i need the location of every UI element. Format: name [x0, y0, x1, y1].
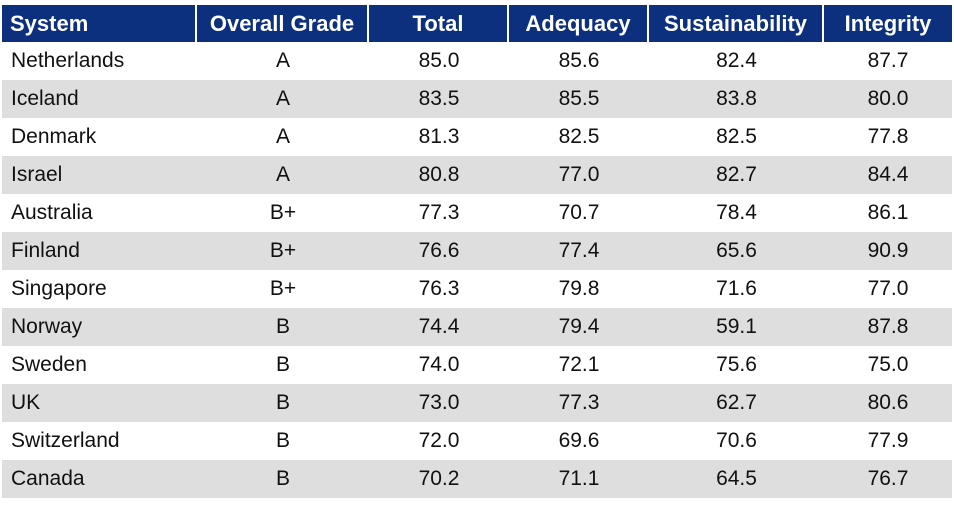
cell-system: Canada — [2, 460, 197, 498]
cell-adequacy: 77.0 — [509, 156, 649, 194]
cell-integrity: 84.4 — [824, 156, 952, 194]
cell-sustainability: 75.6 — [649, 346, 824, 384]
cell-overall-grade: B+ — [197, 194, 369, 232]
cell-total: 77.3 — [369, 194, 509, 232]
cell-sustainability: 62.7 — [649, 384, 824, 422]
cell-system: Denmark — [2, 118, 197, 156]
header-system: System — [2, 5, 197, 42]
cell-integrity: 80.0 — [824, 80, 952, 118]
cell-system: Sweden — [2, 346, 197, 384]
header-integrity: Integrity — [824, 5, 952, 42]
cell-adequacy: 79.8 — [509, 270, 649, 308]
cell-system: Finland — [2, 232, 197, 270]
cell-adequacy: 69.6 — [509, 422, 649, 460]
cell-sustainability: 71.6 — [649, 270, 824, 308]
cell-system: Singapore — [2, 270, 197, 308]
cell-adequacy: 82.5 — [509, 118, 649, 156]
cell-integrity: 86.1 — [824, 194, 952, 232]
cell-overall-grade: B — [197, 422, 369, 460]
cell-system: Switzerland — [2, 422, 197, 460]
cell-total: 85.0 — [369, 42, 509, 80]
cell-sustainability: 64.5 — [649, 460, 824, 498]
cell-adequacy: 77.3 — [509, 384, 649, 422]
cell-adequacy: 70.7 — [509, 194, 649, 232]
table-row: Norway B 74.4 79.4 59.1 87.8 — [2, 308, 952, 346]
cell-integrity: 77.8 — [824, 118, 952, 156]
cell-sustainability: 82.4 — [649, 42, 824, 80]
cell-integrity: 77.0 — [824, 270, 952, 308]
table-row: Canada B 70.2 71.1 64.5 76.7 — [2, 460, 952, 498]
cell-sustainability: 59.1 — [649, 308, 824, 346]
header-row: System Overall Grade Total Adequacy Sust… — [2, 5, 952, 42]
header-overall-grade: Overall Grade — [197, 5, 369, 42]
cell-integrity: 77.9 — [824, 422, 952, 460]
cell-total: 76.3 — [369, 270, 509, 308]
pension-index-table-container: System Overall Grade Total Adequacy Sust… — [2, 5, 952, 498]
table-row: Singapore B+ 76.3 79.8 71.6 77.0 — [2, 270, 952, 308]
cell-adequacy: 72.1 — [509, 346, 649, 384]
cell-integrity: 87.8 — [824, 308, 952, 346]
table-body: Netherlands A 85.0 85.6 82.4 87.7 Iceland A 83.5… — [2, 42, 952, 498]
pension-index-table: System Overall Grade Total Adequacy Sust… — [2, 5, 952, 498]
table-row: Iceland A 83.5 85.5 83.8 80.0 — [2, 80, 952, 118]
table-header: System Overall Grade Total Adequacy Sust… — [2, 5, 952, 42]
cell-system: Iceland — [2, 80, 197, 118]
header-total: Total — [369, 5, 509, 42]
cell-overall-grade: B — [197, 308, 369, 346]
cell-adequacy: 85.5 — [509, 80, 649, 118]
cell-system: Netherlands — [2, 42, 197, 80]
cell-integrity: 76.7 — [824, 460, 952, 498]
cell-integrity: 75.0 — [824, 346, 952, 384]
table-row: Netherlands A 85.0 85.6 82.4 87.7 — [2, 42, 952, 80]
cell-total: 76.6 — [369, 232, 509, 270]
table-row: Denmark A 81.3 82.5 82.5 77.8 — [2, 118, 952, 156]
cell-system: Norway — [2, 308, 197, 346]
cell-overall-grade: B — [197, 346, 369, 384]
cell-total: 72.0 — [369, 422, 509, 460]
cell-sustainability: 82.5 — [649, 118, 824, 156]
cell-sustainability: 65.6 — [649, 232, 824, 270]
cell-sustainability: 78.4 — [649, 194, 824, 232]
table-row: UK B 73.0 77.3 62.7 80.6 — [2, 384, 952, 422]
cell-adequacy: 71.1 — [509, 460, 649, 498]
cell-adequacy: 85.6 — [509, 42, 649, 80]
cell-overall-grade: A — [197, 80, 369, 118]
cell-total: 80.8 — [369, 156, 509, 194]
cell-integrity: 80.6 — [824, 384, 952, 422]
cell-overall-grade: B — [197, 384, 369, 422]
cell-integrity: 90.9 — [824, 232, 952, 270]
cell-overall-grade: B+ — [197, 232, 369, 270]
cell-overall-grade: A — [197, 156, 369, 194]
cell-sustainability: 82.7 — [649, 156, 824, 194]
cell-overall-grade: A — [197, 42, 369, 80]
header-sustainability: Sustainability — [649, 5, 824, 42]
table-row: Switzerland B 72.0 69.6 70.6 77.9 — [2, 422, 952, 460]
cell-system: UK — [2, 384, 197, 422]
table-row: Sweden B 74.0 72.1 75.6 75.0 — [2, 346, 952, 384]
cell-adequacy: 77.4 — [509, 232, 649, 270]
header-adequacy: Adequacy — [509, 5, 649, 42]
cell-adequacy: 79.4 — [509, 308, 649, 346]
cell-integrity: 87.7 — [824, 42, 952, 80]
cell-total: 81.3 — [369, 118, 509, 156]
cell-overall-grade: B — [197, 460, 369, 498]
cell-total: 74.0 — [369, 346, 509, 384]
cell-total: 70.2 — [369, 460, 509, 498]
cell-sustainability: 70.6 — [649, 422, 824, 460]
table-row: Israel A 80.8 77.0 82.7 84.4 — [2, 156, 952, 194]
table-row: Australia B+ 77.3 70.7 78.4 86.1 — [2, 194, 952, 232]
cell-total: 74.4 — [369, 308, 509, 346]
table-row: Finland B+ 76.6 77.4 65.6 90.9 — [2, 232, 952, 270]
cell-sustainability: 83.8 — [649, 80, 824, 118]
cell-overall-grade: A — [197, 118, 369, 156]
cell-system: Australia — [2, 194, 197, 232]
cell-overall-grade: B+ — [197, 270, 369, 308]
cell-total: 73.0 — [369, 384, 509, 422]
cell-system: Israel — [2, 156, 197, 194]
cell-total: 83.5 — [369, 80, 509, 118]
